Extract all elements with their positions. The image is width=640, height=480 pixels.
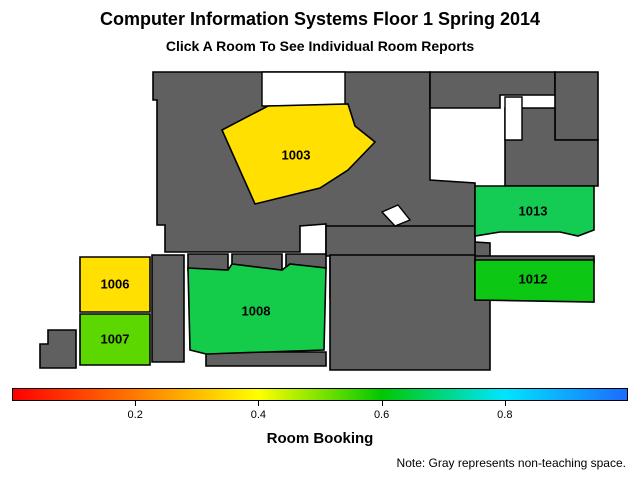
note-text: Note: Gray represents non-teaching space…	[396, 456, 626, 470]
legend-tick	[258, 401, 260, 406]
legend-tick-label: 0.6	[373, 409, 390, 421]
room-booking-color-scale	[12, 388, 628, 401]
non-teaching-top-strip	[429, 71, 556, 109]
room-1006[interactable]	[79, 256, 151, 313]
non-teaching-lower-block	[329, 254, 491, 371]
legend-tick	[135, 401, 137, 406]
non-teaching-stub-left-a	[39, 329, 77, 369]
room-1007[interactable]	[79, 313, 151, 366]
legend-tick-label: 0.2	[127, 409, 143, 421]
legend-tick	[381, 401, 383, 406]
courtyard-void	[261, 71, 346, 107]
corner-void	[380, 204, 412, 227]
room-1008[interactable]	[187, 263, 327, 355]
page-subtitle: Click A Room To See Individual Room Repo…	[165, 38, 475, 54]
room-1013[interactable]	[474, 185, 595, 237]
legend-tick-label: 0.4	[250, 409, 267, 421]
page-title: Computer Information Systems Floor 1 Spr…	[99, 9, 541, 29]
room-1003[interactable]	[220, 103, 377, 205]
notch-void	[504, 96, 523, 141]
legend-title: Room Booking	[266, 430, 374, 447]
non-teaching-column	[151, 254, 185, 363]
room-1012[interactable]	[474, 259, 595, 303]
legend-tick	[504, 401, 506, 406]
legend-tick-label: 0.8	[497, 409, 513, 421]
non-teaching-top-right-a	[554, 71, 599, 141]
